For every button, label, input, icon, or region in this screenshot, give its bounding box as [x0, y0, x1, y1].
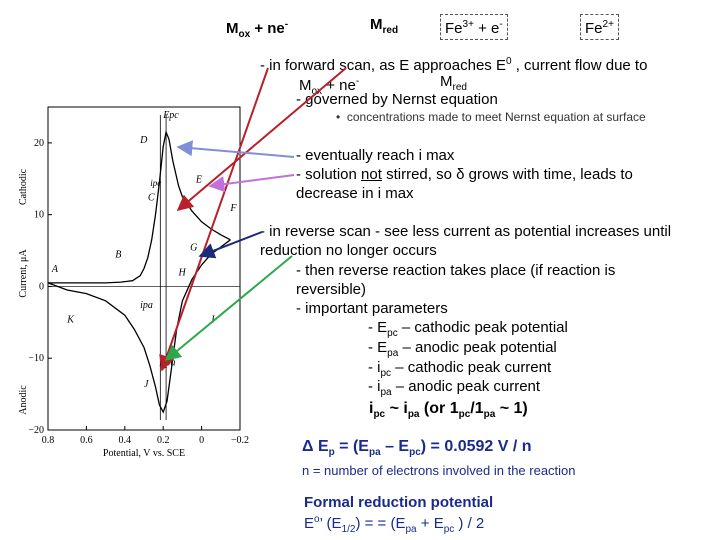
- y-axis-anodic-label: Anodic: [18, 385, 29, 415]
- y-tick-label: 20: [34, 138, 44, 149]
- y-axis-cathodic-label: Cathodic: [18, 168, 29, 205]
- point-label-j: J: [144, 379, 149, 390]
- point-label-e-pc: Epc: [162, 110, 179, 121]
- point-label-b: B: [115, 250, 121, 261]
- x-tick-label: 0.4: [119, 435, 132, 446]
- nernst-line: - governed by Nernst equation: [296, 91, 498, 108]
- point-label-g: G: [190, 243, 197, 254]
- arrow-green: [164, 255, 293, 362]
- x-tick-label: 0.2: [157, 435, 170, 446]
- n-definition: n = number of electrons involved in the …: [302, 463, 576, 478]
- param-epc: - Epc – cathodic peak potential: [368, 319, 568, 339]
- header-mred: Mred: [370, 16, 399, 36]
- decrease-line: decrease in i max: [296, 185, 414, 202]
- plot-frame: [47, 106, 241, 431]
- x-tick-label: 0.6: [80, 435, 93, 446]
- x-tick-label: 0.8: [42, 435, 55, 446]
- param-epa: - Epa – anodic peak potential: [368, 339, 557, 359]
- arrow-red-2: [176, 67, 347, 212]
- point-label-k: K: [66, 314, 75, 325]
- point-label-h: H: [178, 268, 187, 279]
- formal-title: Formal reduction potential: [304, 494, 494, 511]
- ratio-line: ipc ~ ipa (or 1pc/1pa ~ 1): [369, 400, 528, 421]
- y-axis-label: Current, μA: [18, 249, 29, 298]
- point-label-d: D: [139, 135, 148, 146]
- cv-series-0: [48, 129, 231, 284]
- y-tick-label: −10: [28, 353, 44, 364]
- header-fe3-box: Fe3+ + e-: [440, 14, 508, 40]
- reverse-line-2: reduction no longer occurs: [260, 242, 437, 259]
- bullet-line: • concentrations made to meet Nernst equ…: [336, 110, 646, 124]
- param-ipc: - ipc – cathodic peak current: [368, 359, 552, 379]
- reverse-line-1: - in reverse scan - see less current as …: [260, 223, 672, 240]
- x-axis-label: Potential, V vs. SCE: [103, 448, 185, 459]
- then-line-1: - then reverse reaction takes place (if …: [296, 262, 616, 279]
- point-label-e: E: [195, 174, 202, 185]
- annotation-ipc: ipc: [150, 178, 161, 188]
- y-tick-label: −20: [28, 425, 44, 436]
- arrow-red: [159, 67, 269, 372]
- stirred-line: - solution not stirred, so δ grows with …: [296, 166, 633, 183]
- point-label-f: F: [229, 203, 237, 214]
- header-mox-equation: Mox + ne-: [226, 19, 289, 40]
- arrow-purple: [208, 174, 295, 193]
- cv-series-1: [47, 239, 231, 414]
- point-label-a: A: [51, 264, 59, 275]
- arrow-navy: [198, 231, 263, 259]
- forward-equation-right: Mred: [440, 73, 467, 93]
- imax-line: - eventually reach i max: [296, 147, 455, 164]
- y-tick-label: 10: [34, 210, 44, 221]
- delta-ep-equation: Δ Ep = (Epa – Epc) = 0.0592 V / n: [302, 438, 532, 459]
- x-tick-label: −0.2: [231, 435, 249, 446]
- x-tick-label: 0: [199, 435, 204, 446]
- param-ipa: - ipa – anodic peak current: [368, 378, 541, 398]
- point-label-i: I: [210, 314, 215, 325]
- then-line-2: reversible): [296, 281, 367, 298]
- formal-equation: Eo’ (E1/2) = = (Epa + Epc ) / 2: [304, 514, 485, 535]
- arrow-blue: [176, 140, 295, 158]
- y-tick-label: 0: [39, 281, 44, 292]
- point-label-i-pa: ipa: [140, 300, 153, 311]
- header-fe2-box: Fe2+: [580, 14, 619, 40]
- forward-scan-line: - in forward scan, as E approaches E0 , …: [260, 56, 648, 74]
- point-label-c: C: [148, 192, 155, 203]
- important-line: - important parameters: [296, 300, 448, 317]
